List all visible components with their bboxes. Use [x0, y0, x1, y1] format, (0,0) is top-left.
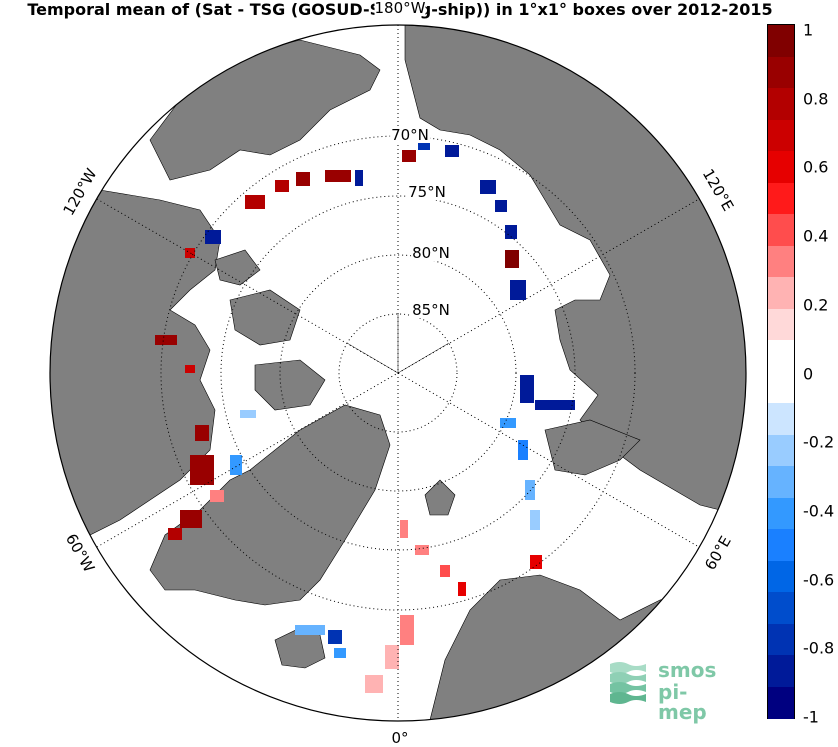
data-box: [155, 335, 177, 345]
colorbar-segment: [768, 151, 794, 183]
data-box: [334, 648, 346, 658]
data-box: [500, 418, 516, 428]
colorbar-tick-label: 0.8: [803, 89, 829, 109]
colorbar-segment: [768, 119, 794, 152]
map-border: [49, 24, 747, 722]
colorbar-tick-label: -1: [803, 707, 819, 727]
data-box: [230, 455, 242, 475]
data-box: [190, 455, 214, 485]
data-box: [402, 150, 416, 162]
colorbar-tick-label: -0.4: [803, 501, 835, 521]
land-svalbard: [424, 479, 456, 516]
colorbar-segment: [768, 403, 794, 435]
colorbar-segment: [768, 529, 794, 561]
colorbar-segment: [768, 434, 794, 467]
data-boxes: [155, 140, 575, 693]
colorbar-tick-label: -0.6: [803, 570, 835, 590]
data-box: [530, 510, 540, 530]
data-box: [505, 250, 519, 268]
lon-label-0: 0°: [391, 729, 409, 747]
data-box: [400, 520, 408, 538]
colorbar-segment: [768, 340, 794, 372]
colorbar-segment: [768, 560, 794, 593]
data-box: [445, 145, 459, 157]
data-box: [240, 410, 256, 418]
data-box: [295, 625, 325, 635]
colorbar-segment: [768, 56, 794, 89]
lat-label-70: 70°N: [390, 126, 430, 144]
logo-mark-icon: [610, 662, 646, 704]
logo-line1: smos: [658, 658, 717, 682]
lon-label-180w: 180°W: [374, 0, 426, 17]
colorbar-segment: [768, 655, 794, 687]
data-box: [505, 225, 517, 239]
data-box: [495, 200, 507, 212]
colorbar-segment: [768, 25, 794, 57]
land-novaya-zemlya: [544, 419, 641, 476]
data-box: [530, 555, 542, 569]
lat-label-80: 80°N: [411, 244, 451, 262]
data-box: [385, 645, 399, 669]
colorbar-segment: [768, 308, 794, 341]
data-box: [185, 365, 195, 373]
data-box: [518, 440, 528, 460]
data-box: [355, 170, 363, 186]
colorbar-segment: [768, 214, 794, 246]
data-box: [365, 675, 383, 693]
colorbar-segment: [768, 592, 794, 624]
data-box: [415, 545, 429, 555]
data-box: [510, 280, 526, 300]
data-box: [275, 180, 289, 192]
data-box: [205, 230, 221, 244]
colorbar-tick-label: 0.6: [803, 157, 829, 177]
data-box: [180, 510, 202, 528]
data-box: [296, 172, 310, 186]
data-box: [520, 375, 534, 403]
lat-label-75: 75°N: [407, 183, 447, 201]
lat-label-85: 85°N: [411, 301, 451, 319]
colorbar-segment: [768, 182, 794, 215]
data-box: [328, 630, 342, 644]
colorbar-segment: [768, 371, 794, 404]
center-meridians: [346, 314, 450, 374]
data-box: [458, 582, 466, 596]
data-box: [480, 180, 496, 194]
data-box: [418, 140, 430, 150]
data-box: [325, 170, 351, 182]
data-box: [185, 248, 195, 258]
colorbar: [767, 24, 795, 719]
data-box: [195, 425, 209, 441]
logo-line2: pi-mep: [658, 680, 707, 724]
data-box: [168, 528, 182, 540]
colorbar-segment: [768, 497, 794, 530]
smos-pi-mep-logo: smos pi-mep: [606, 656, 736, 722]
colorbar-segment: [768, 88, 794, 120]
colorbar-segment: [768, 245, 794, 278]
land-canada: [50, 189, 221, 541]
land-archipelago-3: [214, 249, 261, 286]
land-archipelago-1: [229, 289, 301, 346]
colorbar-tick-label: 0.2: [803, 295, 829, 315]
colorbar-segment: [768, 466, 794, 498]
colorbar-segment: [768, 686, 794, 719]
colorbar-tick-label: -0.8: [803, 638, 835, 658]
data-box: [245, 195, 265, 209]
land-archipelago-2: [254, 359, 326, 411]
colorbar-tick-label: 0: [803, 364, 814, 383]
data-box: [400, 615, 414, 645]
colorbar-segment: [768, 277, 794, 309]
colorbar-tick-label: -0.2: [803, 432, 835, 452]
data-box: [440, 565, 450, 577]
polar-map: [49, 24, 747, 722]
colorbar-tick-label: 1: [803, 20, 814, 40]
data-box: [210, 490, 224, 502]
colorbar-tick-label: 0.4: [803, 226, 829, 246]
data-box: [535, 400, 575, 410]
data-box: [525, 480, 535, 500]
colorbar-segment: [768, 623, 794, 656]
